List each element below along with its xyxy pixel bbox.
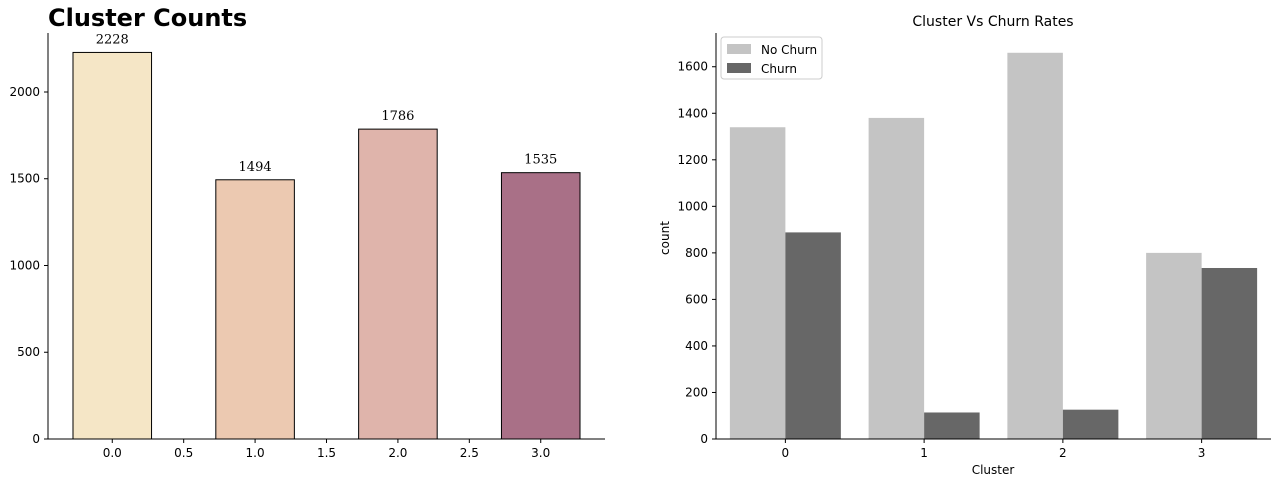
x-tick-label: 3 bbox=[1198, 446, 1206, 460]
bar-no-churn bbox=[1146, 252, 1202, 439]
bar-no-churn bbox=[1007, 52, 1063, 440]
data-label: 1786 bbox=[381, 109, 414, 124]
y-tick-label: 200 bbox=[685, 385, 708, 399]
data-label: 2228 bbox=[96, 32, 129, 47]
legend: No Churn Churn bbox=[720, 36, 823, 80]
x-tick-label: 1.0 bbox=[246, 446, 265, 460]
chart-title: Cluster Vs Churn Rates bbox=[912, 14, 1073, 30]
x-tick-label: 1 bbox=[920, 446, 928, 460]
legend-swatch bbox=[727, 44, 751, 54]
bar-churn bbox=[785, 232, 841, 439]
data-label: 1535 bbox=[524, 153, 557, 168]
cluster-vs-churn-chart: Cluster Vs Churn Rates 0 1 2 3 0 200 400 600 80… bbox=[658, 14, 1271, 477]
cluster-counts-chart: Cluster Counts 2228 1494 1786 1535 0.0 0.5 1.… bbox=[9, 4, 605, 460]
y-tick-label: 1500 bbox=[9, 172, 40, 186]
x-axis-label: Cluster bbox=[972, 463, 1015, 477]
bar-no-churn bbox=[868, 117, 925, 439]
x-tick-label: 0.5 bbox=[174, 446, 193, 460]
y-tick-label: 500 bbox=[17, 345, 40, 359]
y-tick-label: 400 bbox=[685, 339, 708, 353]
y-tick-label: 1400 bbox=[677, 106, 708, 120]
y-tick-label: 1000 bbox=[677, 199, 708, 213]
bar bbox=[358, 128, 438, 440]
x-tick-label: 2.0 bbox=[388, 446, 407, 460]
x-tick-label: 2 bbox=[1059, 446, 1067, 460]
y-tick-label: 800 bbox=[685, 246, 708, 260]
x-tick-label: 0 bbox=[782, 446, 790, 460]
legend-swatch bbox=[727, 63, 751, 73]
y-tick-label: 2000 bbox=[9, 85, 40, 99]
x-tick-label: 0.0 bbox=[103, 446, 122, 460]
y-tick-label: 600 bbox=[685, 292, 708, 306]
x-tick-label: 2.5 bbox=[460, 446, 479, 460]
bar bbox=[72, 51, 153, 440]
legend-label: No Churn bbox=[761, 43, 817, 57]
y-tick-label: 1200 bbox=[677, 153, 708, 167]
x-tick-label: 1.5 bbox=[317, 446, 336, 460]
legend-label: Churn bbox=[761, 62, 797, 76]
bar-no-churn bbox=[729, 127, 786, 440]
y-tick-label: 1600 bbox=[677, 60, 708, 74]
bar-churn bbox=[924, 412, 980, 439]
y-tick-label: 0 bbox=[32, 432, 40, 446]
bar bbox=[500, 172, 581, 440]
x-tick-label: 3.0 bbox=[531, 446, 550, 460]
bar-churn bbox=[1201, 267, 1258, 439]
bar bbox=[215, 179, 295, 440]
y-axis-label: count bbox=[658, 221, 672, 255]
chart-title: Cluster Counts bbox=[48, 4, 247, 32]
bar-churn bbox=[1062, 409, 1119, 439]
data-label: 1494 bbox=[239, 160, 272, 175]
y-tick-label: 1000 bbox=[9, 258, 40, 272]
y-tick-label: 0 bbox=[700, 432, 708, 446]
